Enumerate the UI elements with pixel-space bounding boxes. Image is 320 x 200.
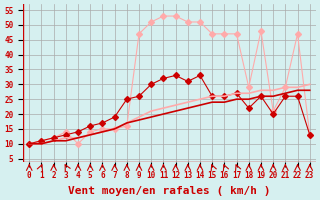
X-axis label: Vent moyen/en rafales ( km/h ): Vent moyen/en rafales ( km/h ) — [68, 186, 271, 196]
